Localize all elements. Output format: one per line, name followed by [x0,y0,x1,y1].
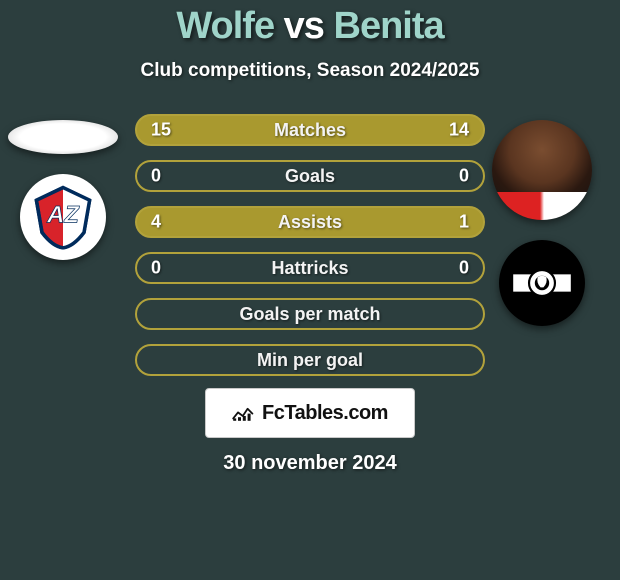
fctables-label: FcTables.com [262,402,388,425]
stat-value-p1: 0 [151,166,161,187]
stat-bar: Min per goal [135,344,485,376]
stat-label: Min per goal [257,350,363,371]
stat-label: Assists [278,212,342,233]
player1-name: Wolfe [176,5,274,47]
fctables-badge[interactable]: FcTables.com [205,388,415,438]
root: Wolfe vs Benita Club competitions, Seaso… [0,0,620,580]
page-title: Wolfe vs Benita [176,5,443,48]
vs-word: vs [284,5,324,47]
stat-value-p1: 0 [151,258,161,279]
stat-value-p2: 14 [449,120,469,141]
stat-value-p2: 0 [459,166,469,187]
date-label: 30 november 2024 [223,452,396,475]
stat-label: Goals [285,166,335,187]
stat-value-p1: 15 [151,120,171,141]
stat-bar: 4 Assists 1 [135,206,485,238]
stat-value-p1: 4 [151,212,161,233]
stat-bar: Goals per match [135,298,485,330]
stat-value-p2: 0 [459,258,469,279]
stat-label: Matches [274,120,346,141]
stats-area: 15 Matches 14 0 Goals 0 4 Assists 1 0 Hattricks 0 Go… [0,114,620,376]
stat-bar: 0 Goals 0 [135,160,485,192]
stat-label: Hattricks [271,258,348,279]
stat-column: 15 Matches 14 0 Goals 0 4 Assists 1 0 Hattricks 0 Go… [135,114,485,376]
stat-label: Goals per match [239,304,380,325]
stat-bar: 0 Hattricks 0 [135,252,485,284]
stat-value-p2: 1 [459,212,469,233]
subtitle: Club competitions, Season 2024/2025 [141,60,480,82]
stat-bar: 15 Matches 14 [135,114,485,146]
player2-name: Benita [334,5,444,47]
fctables-icon [232,404,256,422]
